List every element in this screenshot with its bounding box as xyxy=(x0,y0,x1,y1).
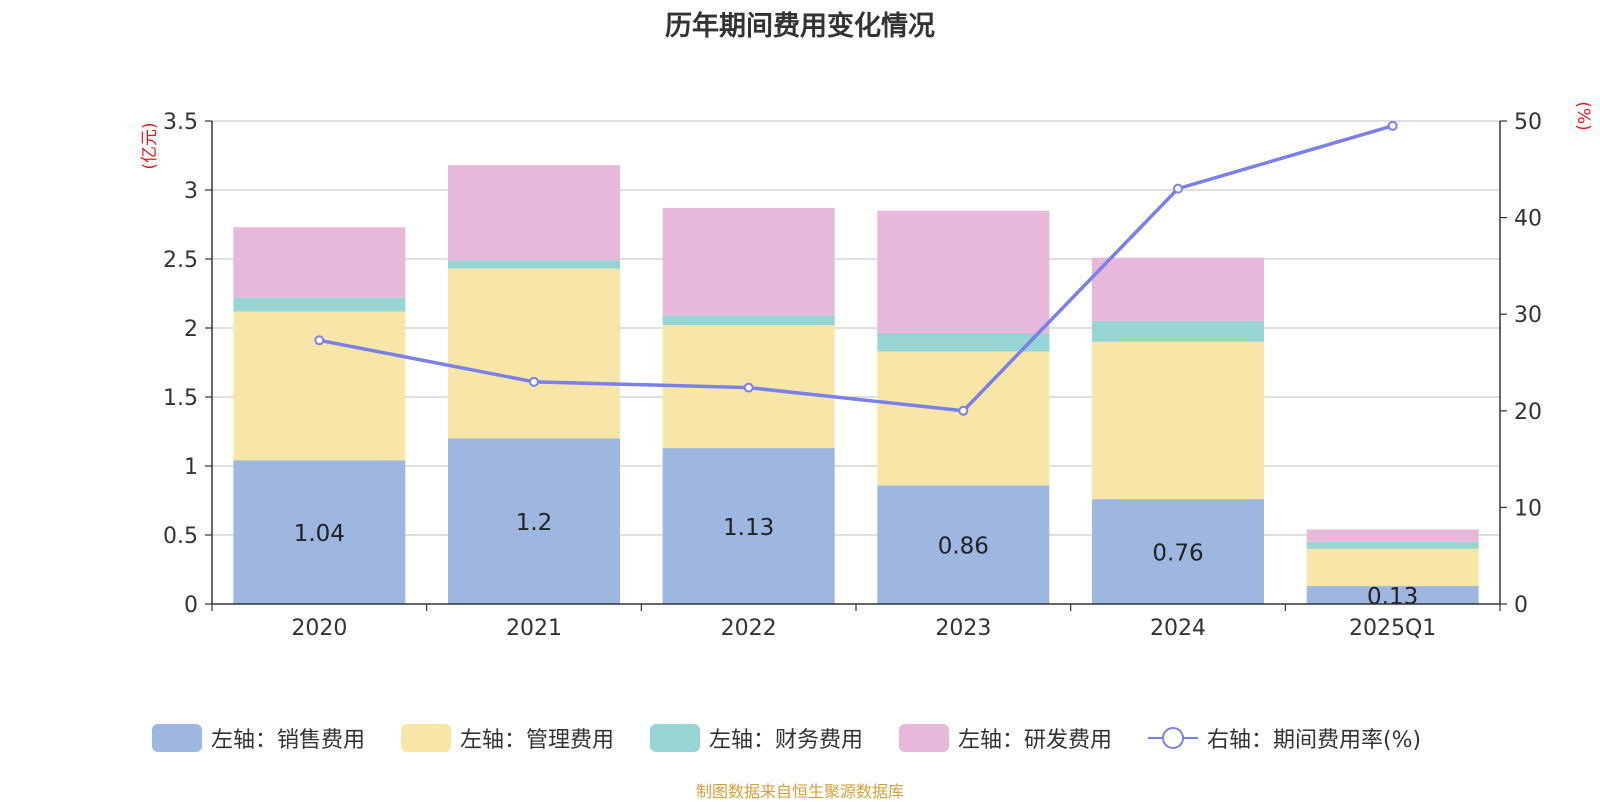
bar-2025Q1-series-0 xyxy=(1306,586,1479,604)
legend-swatch-sales xyxy=(152,724,202,752)
x-tick-label: 2021 xyxy=(506,616,562,641)
bar-2022-series-0 xyxy=(662,448,835,604)
legend-swatch-finance xyxy=(650,724,700,752)
expense-rate-point-2022 xyxy=(743,382,754,393)
right-tick-label: 40 xyxy=(1514,207,1542,232)
legend-swatch-admin xyxy=(401,724,451,752)
bar-2020-series-0 xyxy=(233,460,406,604)
x-tick-label: 2023 xyxy=(935,616,991,641)
left-tick-label: 1.5 xyxy=(163,386,198,411)
bar-2025Q1-series-2 xyxy=(1306,541,1479,549)
data-label-2022: 1.13 xyxy=(723,515,774,541)
bar-2023-series-1 xyxy=(877,351,1050,486)
bar-2021-series-1 xyxy=(448,268,620,439)
bar-2020-series-3 xyxy=(233,227,406,298)
legend-item-expense-rate[interactable]: 右轴：期间费用率(%) xyxy=(1148,718,1421,758)
bar-2024-series-0 xyxy=(1092,499,1264,604)
bar-2024-series-2 xyxy=(1092,321,1264,342)
bar-2024-series-3 xyxy=(1092,257,1264,322)
left-tick-label: 2.5 xyxy=(163,248,198,273)
right-tick-label: 20 xyxy=(1514,400,1542,425)
legend-label-admin: 左轴：管理费用 xyxy=(460,728,615,753)
expense-rate-point-2024 xyxy=(1173,183,1183,194)
bar-2021-series-3 xyxy=(448,165,620,261)
data-label-2021: 1.2 xyxy=(516,510,553,536)
legend-item-sales[interactable]: 左轴：销售费用 xyxy=(152,718,365,758)
bar-2023-series-0 xyxy=(877,485,1050,604)
expense-rate-point-2021 xyxy=(529,376,539,387)
x-tick-label: 2022 xyxy=(721,616,777,641)
legend-swatch-rnd xyxy=(899,724,949,752)
legend-label-finance: 左轴：财务费用 xyxy=(709,728,864,753)
bar-2023-series-3 xyxy=(877,210,1050,334)
data-label-2020: 1.04 xyxy=(294,521,345,547)
bar-2021-series-0 xyxy=(448,438,620,604)
legend-item-finance[interactable]: 左轴：财务费用 xyxy=(650,718,863,758)
data-label-2024: 0.76 xyxy=(1152,541,1203,567)
right-tick-label: 50 xyxy=(1514,110,1542,135)
bar-2025Q1-series-1 xyxy=(1306,548,1479,587)
right-tick-label: 30 xyxy=(1514,303,1542,328)
expense-rate-line xyxy=(319,124,1394,413)
legend-line-marker-icon xyxy=(1148,724,1198,752)
bar-2024-series-1 xyxy=(1092,341,1264,500)
bar-2025Q1-series-3 xyxy=(1306,529,1479,542)
chart-legend: 左轴：销售费用 左轴：管理费用 左轴：财务费用 左轴：研发费用 右轴：期间费用率… xyxy=(0,718,1600,758)
bar-2022-series-3 xyxy=(662,207,835,316)
bar-2022-series-2 xyxy=(662,315,835,326)
x-tick-label: 2024 xyxy=(1150,616,1206,641)
left-tick-label: 3 xyxy=(184,179,198,204)
data-label-2025Q1: 0.13 xyxy=(1367,584,1418,610)
expense-rate-point-2020 xyxy=(314,335,325,346)
legend-label-expense-rate: 右轴：期间费用率(%) xyxy=(1207,728,1422,753)
bar-2023-series-2 xyxy=(877,333,1050,352)
bar-2020-series-1 xyxy=(233,311,406,461)
legend-item-admin[interactable]: 左轴：管理费用 xyxy=(401,718,614,758)
x-tick-label: 2025Q1 xyxy=(1349,616,1436,641)
source-note: 制图数据来自恒生聚源数据库 xyxy=(695,782,904,801)
left-tick-label: 2 xyxy=(184,317,198,342)
left-tick-label: 3.5 xyxy=(163,110,198,135)
expense-rate-point-2023 xyxy=(958,405,969,416)
right-axis-unit: (%) xyxy=(1573,101,1593,130)
legend-item-rnd[interactable]: 左轴：研发费用 xyxy=(899,718,1112,758)
left-axis-unit: (亿元) xyxy=(140,122,160,169)
bar-2020-series-2 xyxy=(233,297,406,312)
expense-rate-point-2025Q1 xyxy=(1387,120,1398,131)
left-tick-label: 1 xyxy=(184,455,198,480)
right-tick-label: 0 xyxy=(1514,593,1528,618)
legend-label-sales: 左轴：销售费用 xyxy=(211,728,366,753)
right-tick-label: 10 xyxy=(1514,496,1542,521)
left-tick-label: 0.5 xyxy=(163,524,198,549)
legend-label-rnd: 左轴：研发费用 xyxy=(958,728,1113,753)
bar-2021-series-2 xyxy=(448,260,620,269)
chart-title: 历年期间费用变化情况 xyxy=(665,11,935,42)
left-tick-label: 0 xyxy=(184,593,198,618)
data-label-2023: 0.86 xyxy=(938,534,989,560)
x-tick-label: 2020 xyxy=(291,616,347,641)
